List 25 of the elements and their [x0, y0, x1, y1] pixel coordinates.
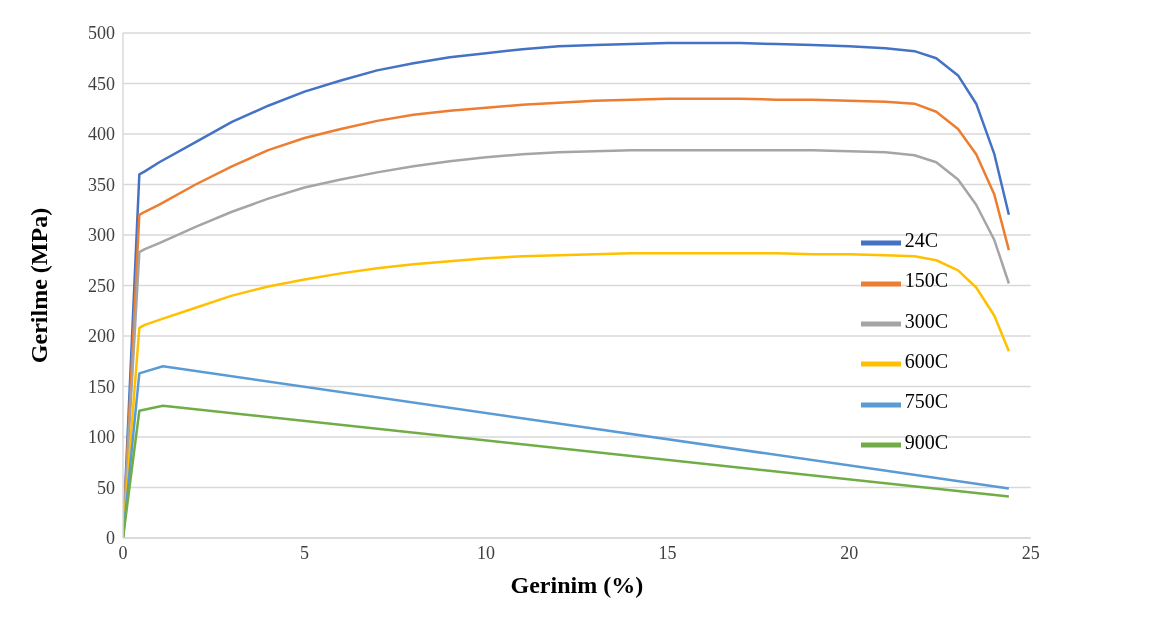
legend-label: 750C [904, 390, 948, 413]
x-tick-label: 25 [1021, 542, 1040, 563]
y-axis-title: Gerilme (MPa) [25, 207, 52, 364]
y-tick-label: 0 [106, 528, 115, 549]
legend-label: 150C [904, 269, 948, 292]
y-tick-label: 450 [88, 73, 115, 94]
x-axis-title: Gerinim (%) [510, 572, 644, 598]
y-tick-label: 150 [88, 376, 115, 397]
legend-label: 600C [904, 349, 948, 372]
y-tick-label: 350 [88, 174, 115, 195]
y-tick-label: 400 [88, 124, 115, 145]
y-tick-label: 50 [97, 477, 115, 498]
x-tick-label: 20 [840, 542, 859, 563]
x-tick-label: 0 [118, 542, 128, 563]
legend-label: 900C [904, 430, 948, 453]
x-tick-label: 5 [300, 542, 310, 563]
legend-label: 300C [904, 309, 948, 332]
y-tick-label: 250 [88, 275, 115, 296]
legend-label: 24C [904, 229, 938, 251]
x-tick-label: 10 [477, 542, 496, 563]
y-tick-label: 300 [88, 225, 115, 246]
y-tick-label: 200 [88, 326, 115, 347]
y-tick-label: 500 [88, 23, 115, 44]
x-tick-label: 15 [658, 542, 677, 563]
y-tick-label: 100 [88, 427, 115, 448]
